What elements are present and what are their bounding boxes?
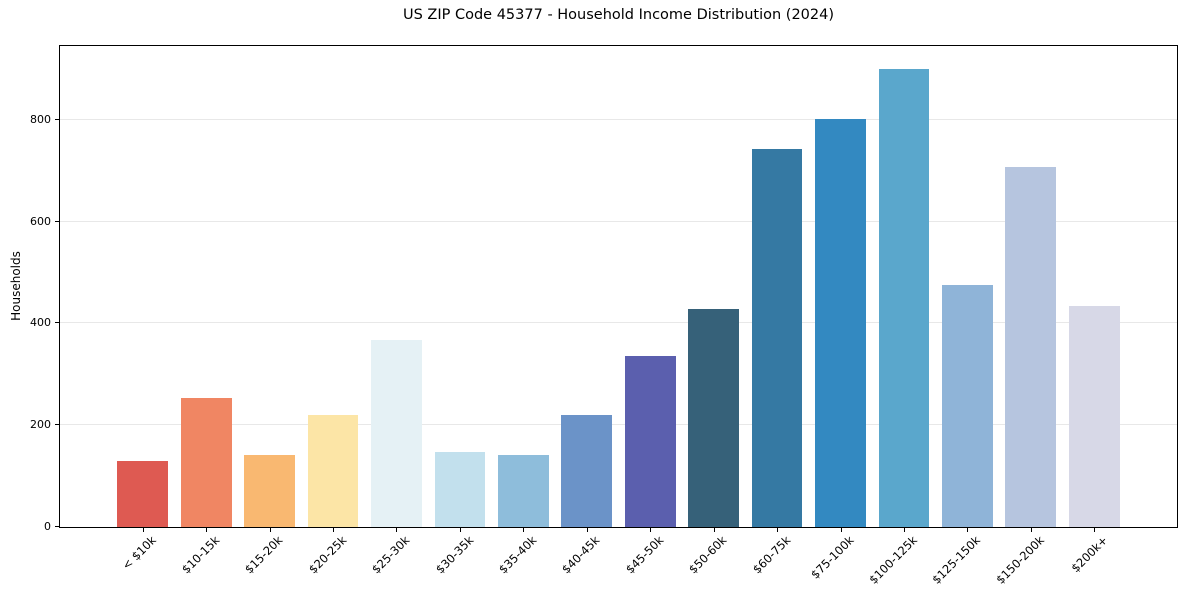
bar-slot: $40-45k: [555, 46, 618, 576]
y-tick-mark: [55, 424, 60, 426]
x-tick-label: $30-35k: [432, 533, 476, 577]
y-tick-label: 600: [30, 214, 51, 228]
x-tick-mark: [650, 527, 652, 532]
bar: [244, 454, 295, 527]
x-tick-mark: [1094, 527, 1096, 532]
x-tick-mark: [713, 527, 715, 532]
x-tick-mark: [1030, 527, 1032, 532]
bar-slot: $35-40k: [492, 46, 555, 576]
bar-slot: $25-30k: [365, 46, 428, 576]
bar: [751, 148, 803, 527]
bar-slot: $200k+: [1063, 46, 1126, 575]
bar: [878, 68, 930, 527]
x-tick-mark: [840, 527, 842, 532]
y-tick-label: 800: [30, 112, 51, 126]
bar-slot: $100-125k: [866, 46, 935, 587]
bar: [688, 309, 740, 527]
chart-title: US ZIP Code 45377 - Household Income Dis…: [402, 7, 835, 23]
gridline: [60, 322, 1177, 324]
bar: [624, 355, 676, 527]
bar: [307, 415, 359, 527]
y-axis-label: Households: [9, 251, 23, 321]
bar: [942, 285, 993, 527]
x-tick-mark: [333, 527, 335, 532]
bar-slot: $10-15k: [174, 46, 237, 576]
gridline: [60, 424, 1177, 426]
x-tick-mark: [142, 527, 144, 532]
bar-slot: $50-60k: [682, 46, 745, 576]
bar: [561, 415, 613, 527]
bar-slot: $20-25k: [301, 46, 364, 576]
x-tick-label: $15-20k: [242, 533, 286, 577]
plot-area: < $10k $10-15k $15-20k $20-25k $25-30k $30-35…: [30, 45, 1178, 587]
y-tick-mark: [55, 322, 60, 324]
x-tick-label: $100-125k: [866, 533, 920, 587]
bar-slot: $75-100k: [808, 46, 872, 582]
x-tick-label: $125-150k: [929, 533, 984, 587]
bar: [1005, 166, 1057, 527]
bar: [1068, 306, 1120, 527]
x-tick-label: $200k+: [1068, 533, 1111, 576]
y-tick-mark: [55, 220, 60, 222]
gridline: [60, 118, 1177, 120]
x-tick-label: $60-75k: [749, 533, 793, 577]
x-tick-mark: [903, 527, 905, 532]
x-tick-label: $75-100k: [807, 533, 857, 582]
bar-slot: $60-75k: [745, 46, 808, 576]
x-tick-label: $35-40k: [495, 533, 540, 577]
x-tick-label: $25-30k: [368, 533, 413, 577]
x-tick-mark: [269, 527, 271, 532]
bars-container: < $10k $10-15k $15-20k $20-25k $25-30k $30-35…: [60, 46, 1177, 587]
x-tick-mark: [459, 527, 461, 532]
bar: [497, 454, 549, 527]
x-tick-label: $45-50k: [622, 533, 667, 577]
y-tick-mark: [55, 526, 60, 527]
y-tick-label: 200: [30, 418, 51, 432]
bar: [180, 397, 232, 527]
bar: [117, 460, 169, 527]
x-tick-mark: [586, 527, 588, 532]
bar-slot: $15-20k: [238, 46, 301, 576]
x-tick-mark: [967, 527, 969, 532]
bar: [815, 119, 866, 527]
bar-slot: $125-150k: [930, 46, 999, 587]
x-tick-mark: [206, 527, 208, 532]
bar: [371, 339, 422, 527]
x-tick-label: $50-60k: [686, 533, 730, 577]
bar-slot: < $10k: [111, 46, 174, 573]
gridline: [60, 220, 1177, 222]
x-tick-label: $10-15k: [178, 533, 223, 577]
bar-slot: $150-200k: [993, 46, 1062, 587]
x-tick-label: $20-25k: [305, 533, 349, 577]
y-tick-mark: [55, 118, 60, 120]
x-tick-mark: [396, 527, 398, 532]
bar: [434, 452, 486, 527]
bar-slot: $45-50k: [619, 46, 682, 576]
y-tick-label: 400: [30, 316, 51, 330]
x-tick-label: < $10k: [119, 533, 159, 573]
x-tick-label: $150-200k: [992, 533, 1047, 587]
x-tick-mark: [777, 527, 779, 532]
bar-slot: $30-35k: [428, 46, 491, 576]
x-tick-mark: [523, 527, 525, 532]
y-tick-label: 0: [44, 520, 51, 533]
x-tick-label: $40-45k: [559, 533, 603, 577]
